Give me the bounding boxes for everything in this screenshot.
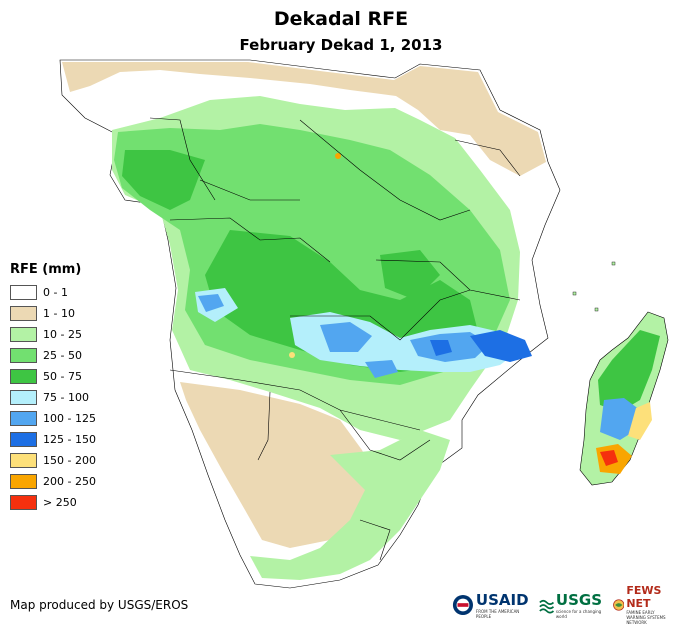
legend-title: RFE (mm) xyxy=(10,262,82,277)
legend-item: 0 - 1 xyxy=(10,283,96,302)
legend-label: 25 - 50 xyxy=(43,349,82,362)
map-subtitle: February Dekad 1, 2013 xyxy=(239,36,443,54)
rain-100-125 xyxy=(198,294,490,378)
legend-label: 50 - 75 xyxy=(43,370,82,383)
dry-zone-north xyxy=(62,62,546,176)
legend-swatch xyxy=(10,453,37,468)
madagascar-rain-gt-250 xyxy=(600,450,618,466)
legend-swatch xyxy=(10,327,37,342)
country-borders xyxy=(149,117,521,561)
island-mascarene xyxy=(594,307,599,312)
legend-swatch xyxy=(10,474,37,489)
legend-label: 0 - 1 xyxy=(43,286,68,299)
legend-label: 125 - 150 xyxy=(43,433,96,446)
legend-item: 100 - 125 xyxy=(10,409,96,428)
fews-globe-icon xyxy=(612,598,625,611)
legend-label: > 250 xyxy=(43,496,77,509)
legend-item: 150 - 200 xyxy=(10,451,96,470)
madagascar-rain-150-200 xyxy=(628,402,652,440)
legend-swatch xyxy=(10,390,37,405)
dry-zone-southwest xyxy=(180,382,376,548)
legend-label: 200 - 250 xyxy=(43,475,96,488)
legend-item: 10 - 25 xyxy=(10,325,96,344)
partner-logos: USAID FROM THE AMERICAN PEOPLE USGS scie… xyxy=(452,584,682,625)
island-seychelles xyxy=(611,261,616,266)
usgs-tagline: science for a changing world xyxy=(555,608,602,619)
legend-items: 0 - 1 1 - 10 10 - 25 25 - 50 50 - 75 75 - 100… xyxy=(10,283,96,512)
usgs-wave-icon xyxy=(538,599,554,613)
legend-item: 25 - 50 xyxy=(10,346,96,365)
usaid-wordmark: USAID xyxy=(475,590,529,609)
legend: RFE (mm) 0 - 1 1 - 10 10 - 25 25 - 50 50 - 7… xyxy=(10,262,96,514)
map-title: Dekadal RFE xyxy=(273,8,409,30)
legend-swatch xyxy=(10,285,37,300)
legend-label: 100 - 125 xyxy=(43,412,96,425)
usaid-seal-icon xyxy=(452,594,473,615)
legend-swatch xyxy=(10,306,37,321)
usaid-logo: USAID FROM THE AMERICAN PEOPLE xyxy=(452,591,531,619)
legend-label: 10 - 25 xyxy=(43,328,82,341)
legend-item: 125 - 150 xyxy=(10,430,96,449)
rain-hotspot-north xyxy=(335,153,341,159)
legend-swatch xyxy=(10,411,37,426)
legend-label: 150 - 200 xyxy=(43,454,96,467)
rain-125-150 xyxy=(430,330,532,362)
legend-label: 1 - 10 xyxy=(43,307,75,320)
legend-item: 50 - 75 xyxy=(10,367,96,386)
fews-net-logo: FEWS NET FAMINE EARLY WARNING SYSTEMS NE… xyxy=(612,584,674,625)
usaid-tagline: FROM THE AMERICAN PEOPLE xyxy=(475,608,520,619)
legend-item: > 250 xyxy=(10,493,96,512)
usgs-wordmark: USGS xyxy=(555,590,603,609)
map-credit: Map produced by USGS/EROS xyxy=(10,598,189,612)
island-comoros xyxy=(572,291,577,296)
rain-10-25-south xyxy=(250,430,450,580)
legend-item: 1 - 10 xyxy=(10,304,96,323)
legend-swatch xyxy=(10,369,37,384)
legend-label: 75 - 100 xyxy=(43,391,89,404)
fews-net-tagline: FAMINE EARLY WARNING SYSTEMS NETWORK xyxy=(626,610,666,625)
madagascar-rain-50-75 xyxy=(598,330,660,412)
fews-net-wordmark: FEWS NET xyxy=(626,584,662,610)
rain-hotspot-angola xyxy=(289,352,295,358)
rain-50-75 xyxy=(122,150,480,372)
legend-swatch xyxy=(10,432,37,447)
usgs-logo: USGS science for a changing world xyxy=(538,590,605,619)
legend-swatch xyxy=(10,495,37,510)
legend-item: 75 - 100 xyxy=(10,388,96,407)
legend-item: 200 - 250 xyxy=(10,472,96,491)
legend-swatch xyxy=(10,348,37,363)
